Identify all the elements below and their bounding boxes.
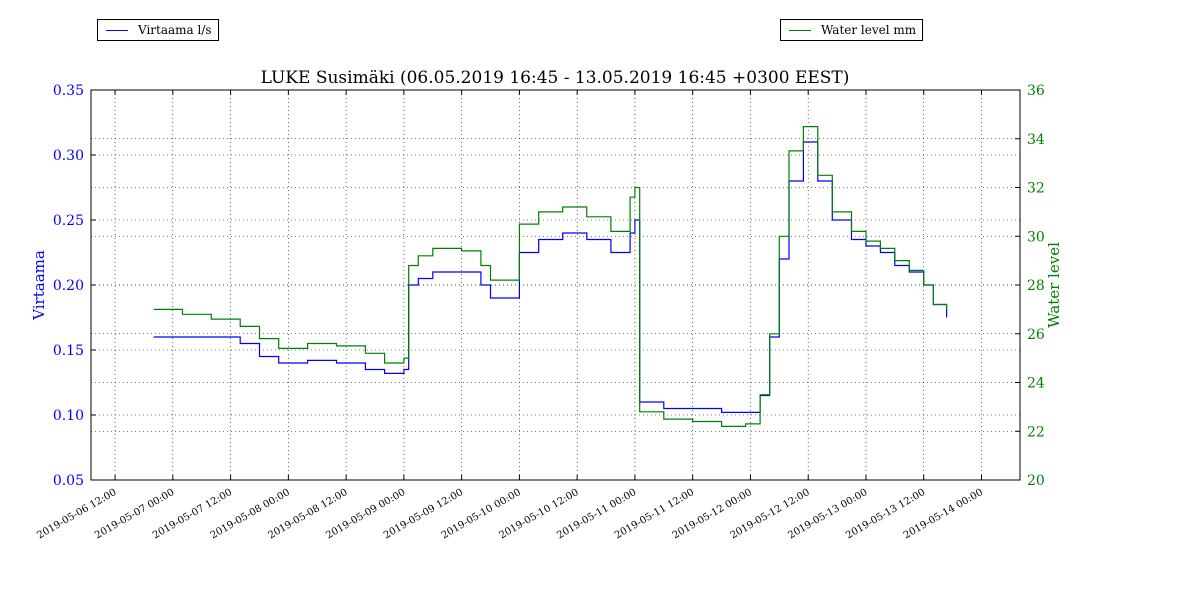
y-tick-label-left: 0.15 (53, 343, 84, 359)
y-tick-label-right: 32 (1027, 181, 1045, 197)
legend-virtaama-label: Virtaama l/s (138, 23, 212, 37)
y-tick-label-right: 26 (1027, 327, 1045, 343)
chart-title: LUKE Susimäki (06.05.2019 16:45 - 13.05.… (261, 68, 850, 88)
y-tick-label-left: 0.20 (53, 278, 84, 294)
legend-water-level-swatch (789, 29, 811, 31)
y-tick-label-left: 0.25 (53, 213, 84, 229)
grid-lines (91, 90, 1020, 480)
y-tick-label-right: 34 (1027, 132, 1045, 148)
y-tick-label-left: 0.30 (53, 148, 84, 164)
y-tick-label-left: 0.35 (53, 83, 84, 99)
legend-virtaama: Virtaama l/s (97, 19, 219, 41)
series-line-water-level (153, 126, 948, 427)
y-tick-label-right: 24 (1027, 376, 1045, 392)
series-lines (153, 126, 948, 427)
y-tick-label-left: 0.05 (53, 473, 84, 489)
y-tick-label-right: 30 (1027, 229, 1045, 245)
y-tick-label-right: 28 (1027, 278, 1045, 294)
legend-virtaama-swatch (106, 29, 128, 31)
series-line-virtaama (153, 141, 948, 413)
y-axis-label-left: Virtaama (30, 250, 48, 321)
legend-water-level: Water level mm (780, 19, 924, 41)
y-tick-label-right: 20 (1027, 473, 1045, 489)
legend-water-level-label: Water level mm (821, 23, 917, 37)
y-tick-label-right: 22 (1027, 424, 1045, 440)
y-axis-label-right: Water level (1045, 242, 1063, 328)
y-tick-label-right: 36 (1027, 83, 1045, 99)
y-tick-label-left: 0.10 (53, 408, 84, 424)
